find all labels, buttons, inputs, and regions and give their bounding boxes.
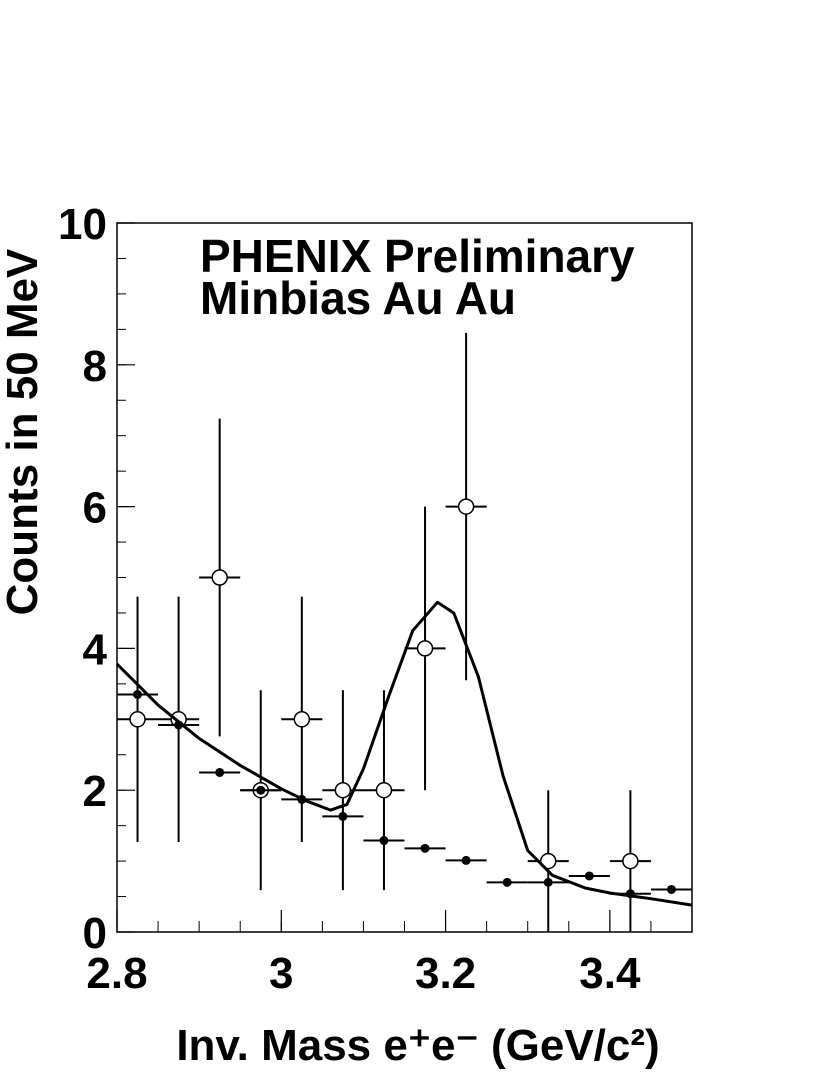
data-point [211,569,228,586]
background-point [666,884,676,894]
y-tick-label: 0 [83,909,107,958]
background-point [215,767,225,777]
data-point [416,640,434,657]
y-tick-label: 10 [58,200,107,249]
data-point [334,781,352,799]
data-point [622,852,639,870]
background-point [461,855,471,865]
fit-curve [115,600,693,907]
data-point [540,852,557,870]
background-point [133,689,143,699]
y-tick-label: 2 [83,767,107,816]
background-point [379,836,389,846]
x-tick-label: 2.8 [86,949,147,998]
x-tick-label: 3.2 [415,949,476,998]
data-point [293,711,311,728]
y-axis-label: Counts in 50 MeV [0,248,47,615]
background-point [584,871,594,881]
chart-subtitle: Minbias Au Au [200,272,516,324]
data-point [129,711,146,728]
background-point [338,811,348,821]
background-point [256,785,266,795]
chart-title: PHENIX Preliminary [200,230,635,282]
background-point [543,877,553,887]
x-tick-label: 3 [269,949,293,998]
background-point [502,877,512,887]
data-point [375,781,393,799]
y-tick-label: 8 [83,342,107,391]
x-tick-label: 3.4 [579,949,641,998]
y-tick-label: 4 [83,625,108,674]
background-point [420,843,430,853]
y-tick-label: 6 [83,484,107,533]
x-axis-label: Inv. Mass e⁺e⁻ (GeV/c²) [176,1021,659,1070]
data-point [457,498,475,515]
